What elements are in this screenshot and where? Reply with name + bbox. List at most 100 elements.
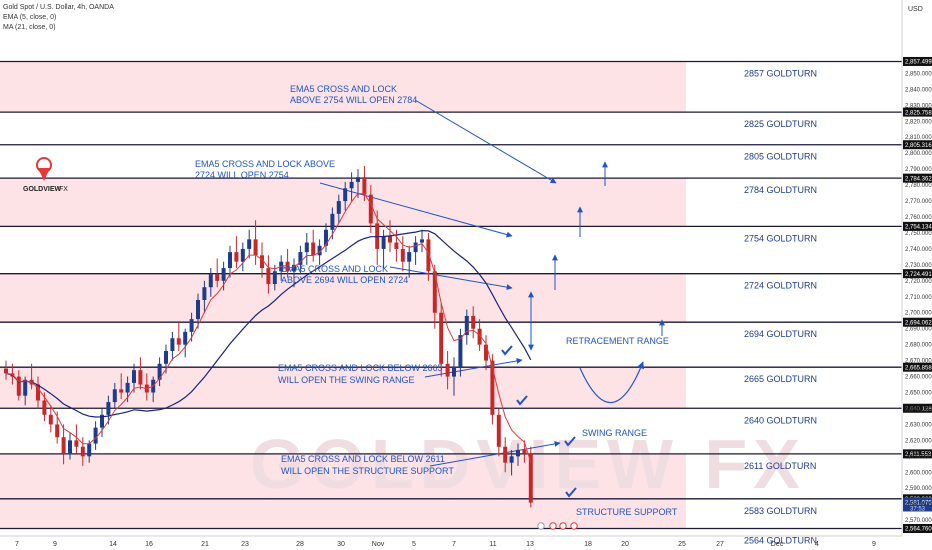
pink-band-1 xyxy=(0,178,686,227)
candle-body xyxy=(394,242,399,249)
level-label-5: 2724 GOLDTURN xyxy=(744,281,817,291)
logo-suffix: FX xyxy=(59,186,68,193)
level-label-4: 2754 GOLDTURN xyxy=(744,233,817,243)
candle-body xyxy=(407,252,412,262)
candle-body xyxy=(215,274,220,281)
candle-body xyxy=(292,264,296,272)
annotation-text-5: ABOVE 2694 WILL OPEN 2724 xyxy=(281,275,408,285)
candle-body xyxy=(343,188,348,202)
x-tick-label: 5 xyxy=(412,541,416,548)
candle-body xyxy=(234,252,239,262)
candle-body xyxy=(202,287,207,300)
candle-body xyxy=(413,242,418,253)
y-tick-label: 2,630.000 xyxy=(905,422,932,428)
level-tag-text-5: 2,724.491 xyxy=(905,272,932,278)
candle-body xyxy=(477,328,482,345)
y-tick-label: 2,590.000 xyxy=(905,486,932,492)
x-tick-label: 23 xyxy=(241,541,249,548)
candle-body xyxy=(164,351,168,364)
x-tick-label: Dec xyxy=(771,541,784,548)
y-tick-label: 2,800.000 xyxy=(905,151,932,157)
candle-body xyxy=(247,239,252,249)
level-tag-bg-4 xyxy=(903,221,932,231)
candle-body xyxy=(490,360,495,415)
x-tick-label: 30 xyxy=(337,541,345,548)
annotation-text-3: 2724 WILL OPEN 2754 xyxy=(195,170,289,180)
event-badge-icon-1 xyxy=(549,522,557,530)
price-axis: 2,570.000 2,580.000 2,590.000 2,600.000 2,61… xyxy=(901,0,932,536)
y-tick-label: 2,770.000 xyxy=(905,199,932,205)
level-tag-bg-6 xyxy=(903,317,932,327)
candle-body xyxy=(228,252,232,269)
candle-body xyxy=(176,338,181,345)
check-icon-3 xyxy=(565,487,577,498)
level-label-0: 2857 GOLDTURN xyxy=(744,68,817,78)
x-tick-label: 14 xyxy=(109,541,117,548)
candle-body xyxy=(272,271,277,285)
candle-body xyxy=(522,449,527,454)
chart-title: Gold Spot / U.S. Dollar, 4h, OANDA xyxy=(3,4,114,11)
level-tag-text-8: 2,640.128 xyxy=(905,406,932,412)
level-label-2: 2805 GOLDTURN xyxy=(744,152,817,162)
candle-body xyxy=(80,446,85,457)
candle-body xyxy=(68,440,72,454)
y-tick-label: 2,820.000 xyxy=(905,119,932,125)
level-tag-bg-5 xyxy=(903,269,932,279)
level-label-3: 2784 GOLDTURN xyxy=(744,185,817,195)
level-tag-text-4: 2,754.134 xyxy=(905,225,932,231)
annotation-text-8: EMA5 CROSS AND LOCK BELOW 2611 xyxy=(281,454,445,464)
y-tick-label: 2,600.000 xyxy=(905,470,932,476)
y-tick-label: 2,750.000 xyxy=(905,231,932,237)
y-tick-label: 2,760.000 xyxy=(905,215,932,221)
candle-body xyxy=(61,437,66,454)
annotation-text-0: EMA5 CROSS AND LOCK xyxy=(290,84,397,94)
annotation-arrow-0 xyxy=(414,99,557,184)
current-price-tag-text: 2,581.075 xyxy=(905,500,932,506)
candle-body xyxy=(484,344,488,361)
y-tick-label: 2,670.000 xyxy=(905,359,932,365)
currency-label: USD xyxy=(908,6,923,13)
level-tag-bg-11 xyxy=(903,524,932,533)
y-tick-label: 2,850.000 xyxy=(905,71,932,77)
candle-body xyxy=(125,382,130,393)
check-icon-2 xyxy=(564,436,576,447)
retracement-curve-icon xyxy=(579,361,644,404)
candle-body xyxy=(528,453,533,503)
candle-body xyxy=(36,384,40,401)
level-label-10: 2583 GOLDTURN xyxy=(744,506,817,516)
ema5-line xyxy=(5,192,532,463)
x-tick-label: 18 xyxy=(584,541,592,548)
y-tick-label: 2,580.000 xyxy=(905,502,932,508)
annotation-text-10: RETRACEMENT RANGE xyxy=(566,336,669,346)
level-tag-bg-2 xyxy=(903,140,932,150)
x-tick-label: 7 xyxy=(452,541,456,548)
candle-body xyxy=(368,194,373,224)
y-tick-label: 2,620.000 xyxy=(905,438,932,444)
candle-body xyxy=(138,370,143,385)
candle-body xyxy=(189,319,194,332)
candle-body xyxy=(311,242,316,256)
event-badge-icon-0 xyxy=(537,522,545,530)
candle-body xyxy=(503,446,508,463)
candle-body xyxy=(4,368,8,374)
candle-body xyxy=(336,201,341,214)
legend: Gold Spot / U.S. Dollar, 4h, OANDA EMA (… xyxy=(3,4,114,31)
y-tick-label: 2,730.000 xyxy=(905,263,932,269)
level-label-1: 2825 GOLDTURN xyxy=(744,119,817,129)
y-tick-label: 2,640.000 xyxy=(905,406,932,412)
candle-body xyxy=(55,424,60,438)
candle-body xyxy=(285,261,290,272)
annotation-arrow-4 xyxy=(429,440,561,467)
check-icon-1 xyxy=(516,395,528,406)
y-tick-label: 2,610.000 xyxy=(905,454,932,460)
annotation-text-4: EMA5 CROSS AND LOCK xyxy=(281,264,388,274)
candle-body xyxy=(16,376,21,396)
check-icon-0 xyxy=(501,345,513,356)
pink-band-4 xyxy=(0,453,686,499)
candle-body xyxy=(48,414,53,425)
annotation-text-6: EMA5 CROSS AND LOCK BELOW 2665 xyxy=(278,363,443,373)
candle-body xyxy=(388,236,392,243)
y-tick-label: 2,700.000 xyxy=(905,311,932,317)
